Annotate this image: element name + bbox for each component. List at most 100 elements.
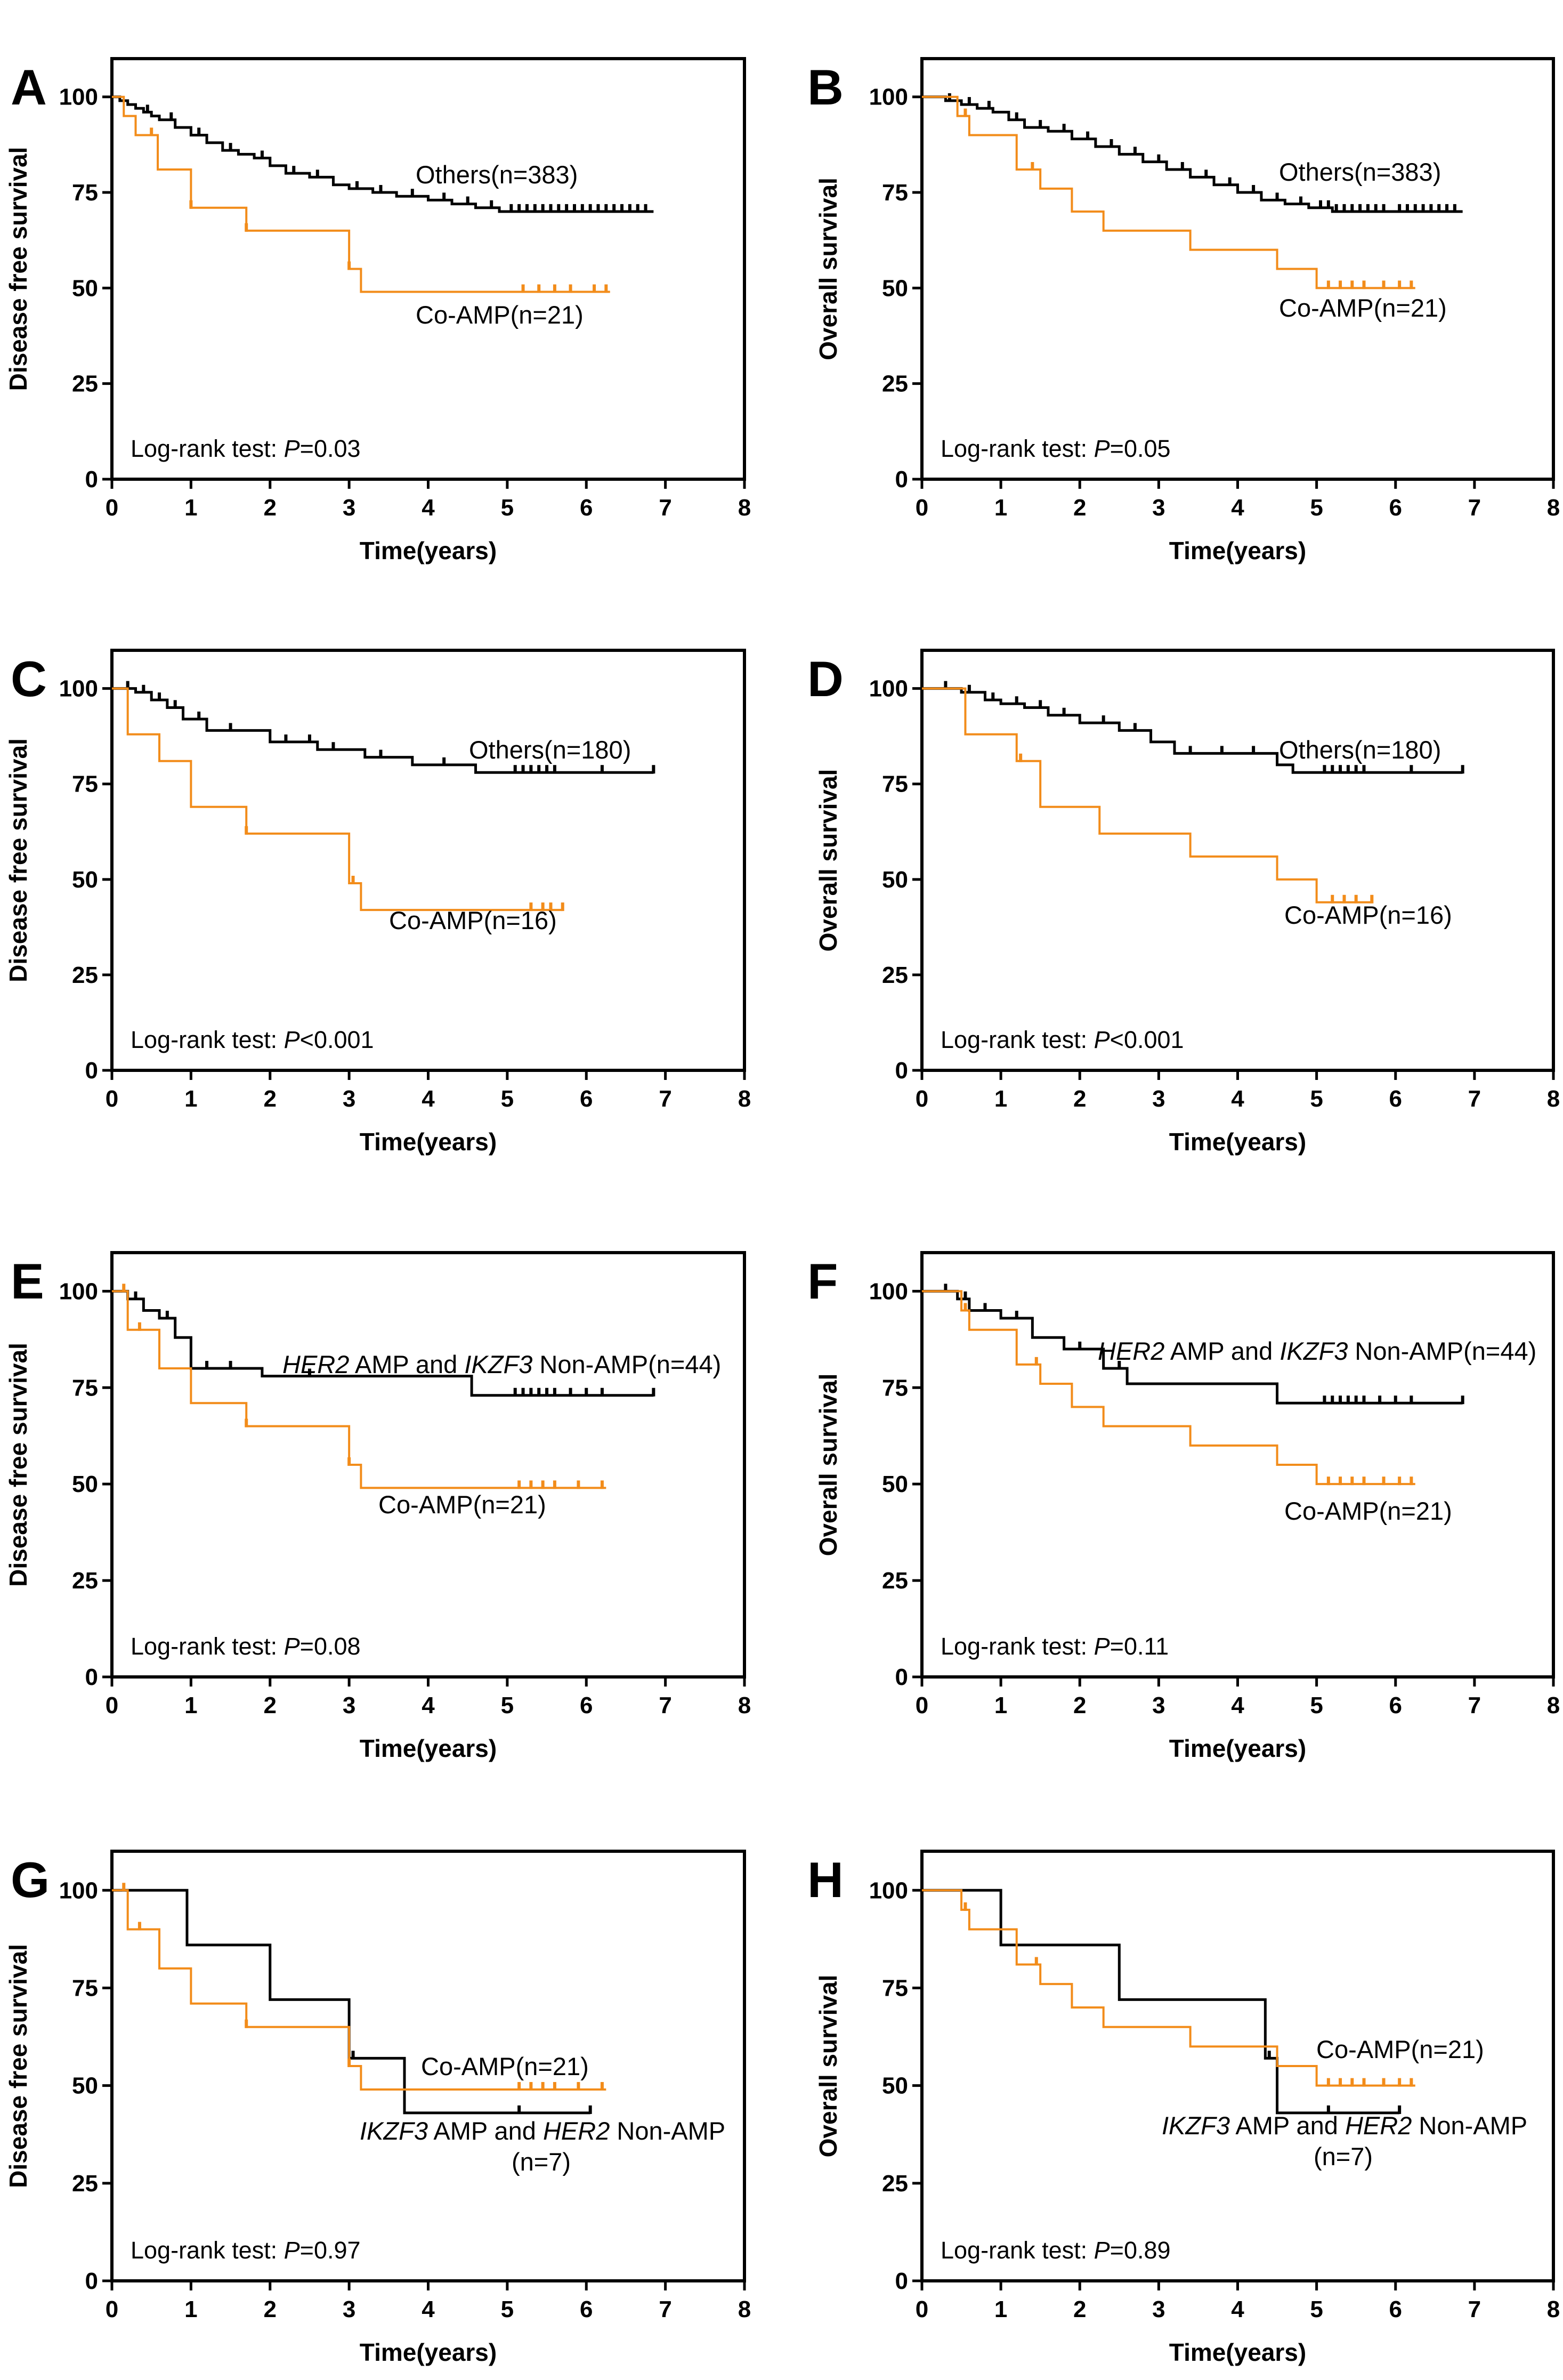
panel-letter-c: C	[11, 651, 47, 707]
x-tick-label-h-0: 0	[916, 2296, 928, 2322]
logrank-prefix-a: Log-rank test:	[131, 435, 284, 462]
y-tick-label-f-100: 100	[869, 1278, 908, 1304]
logrank-text-f: Log-rank test: P=0.11	[941, 1633, 1169, 1660]
x-tick-label-d-3: 3	[1152, 1086, 1165, 1112]
plot-frame-e	[110, 1251, 746, 1679]
km-curve-c-0	[112, 687, 654, 774]
x-tick-label-a-5: 5	[501, 495, 514, 521]
x-tick-label-a-6: 6	[580, 495, 593, 521]
y-tick-label-b-75: 75	[882, 180, 908, 206]
logrank-p-symbol-f: P	[1094, 1633, 1110, 1660]
logrank-prefix-f: Log-rank test:	[941, 1633, 1094, 1660]
x-tick-label-b-0: 0	[916, 495, 928, 521]
x-tick-label-g-3: 3	[343, 2296, 355, 2322]
x-axis-label-e: Time(years)	[360, 1734, 497, 1762]
logrank-prefix-c: Log-rank test:	[131, 1026, 284, 1053]
x-tick-label-g-0: 0	[106, 2296, 118, 2322]
x-tick-label-b-5: 5	[1310, 495, 1323, 521]
km-panel-d: D 0 1 2 3 4 5 6 7 8 0 25 50 75 100 Time(years) Overall s…	[807, 649, 1560, 1156]
series-label-h-0: IKZF3 AMP and HER2 Non-AMP	[1162, 2111, 1527, 2140]
logrank-p-value-c: <0.001	[300, 1026, 374, 1053]
series-label-g-0: IKZF3 AMP and HER2 Non-AMP	[360, 2117, 725, 2145]
y-tick-label-f-75: 75	[882, 1375, 908, 1401]
x-axis-label-f: Time(years)	[1169, 1734, 1306, 1762]
logrank-text-b: Log-rank test: P=0.05	[941, 435, 1171, 462]
y-tick-label-b-25: 25	[882, 371, 908, 397]
x-tick-label-b-8: 8	[1547, 495, 1560, 521]
km-panel-h: H 0 1 2 3 4 5 6 7 8 0 25 50 75 100 Time(years) Overall s…	[807, 1850, 1560, 2366]
x-tick-label-a-7: 7	[659, 495, 671, 521]
x-tick-label-f-0: 0	[916, 1692, 928, 1719]
x-tick-label-e-1: 1	[184, 1692, 197, 1719]
x-tick-label-g-6: 6	[580, 2296, 593, 2322]
km-panel-e: E 0 1 2 3 4 5 6 7 8 0 25 50 75 100 Time(years) Disease f…	[4, 1251, 751, 1762]
x-tick-label-d-6: 6	[1389, 1086, 1402, 1112]
y-tick-label-h-100: 100	[869, 1877, 908, 1903]
panel-letter-a: A	[11, 59, 47, 115]
series-label-g-1: Co-AMP(n=21)	[421, 2052, 589, 2080]
km-panel-a: A 0 1 2 3 4 5 6 7 8 0 25 50 75 100 Time(years) Disease f…	[4, 57, 751, 564]
x-tick-label-a-8: 8	[738, 495, 751, 521]
logrank-p-symbol-a: P	[284, 435, 300, 462]
x-tick-label-c-2: 2	[264, 1086, 277, 1112]
series-label-gene1-f: HER2	[1098, 1337, 1164, 1365]
y-tick-label-d-25: 25	[882, 962, 908, 988]
y-tick-label-a-75: 75	[72, 180, 98, 206]
y-tick-label-c-25: 25	[72, 962, 98, 988]
series-label-f-0: HER2 AMP and IKZF3 Non-AMP(n=44)	[1098, 1337, 1536, 1365]
x-axis-label-b: Time(years)	[1169, 537, 1306, 564]
x-tick-label-g-1: 1	[184, 2296, 197, 2322]
logrank-p-symbol-d: P	[1094, 1026, 1110, 1053]
series-label-a-1: Co-AMP(n=21)	[416, 301, 584, 329]
y-tick-label-c-100: 100	[59, 676, 98, 702]
km-curve-b-1	[922, 95, 1415, 289]
x-axis-label-g: Time(years)	[360, 2338, 497, 2366]
logrank-prefix-d: Log-rank test:	[941, 1026, 1094, 1053]
y-tick-label-g-0: 0	[85, 2268, 98, 2294]
panel-letter-g: G	[11, 1852, 50, 1908]
x-tick-label-c-7: 7	[659, 1086, 671, 1112]
x-tick-label-e-6: 6	[580, 1692, 593, 1719]
logrank-text-c: Log-rank test: P<0.001	[131, 1026, 374, 1053]
y-tick-label-e-0: 0	[85, 1664, 98, 1690]
x-tick-label-b-7: 7	[1468, 495, 1481, 521]
logrank-prefix-h: Log-rank test:	[941, 2237, 1094, 2264]
x-axis-label-h: Time(years)	[1169, 2338, 1306, 2366]
series-label-gene1-e: HER2	[282, 1350, 349, 1378]
series-label-h-1: Co-AMP(n=21)	[1316, 2035, 1484, 2063]
x-tick-label-f-8: 8	[1547, 1692, 1560, 1719]
logrank-p-symbol-g: P	[284, 2237, 300, 2264]
x-tick-label-g-5: 5	[501, 2296, 514, 2322]
y-tick-label-c-50: 50	[72, 867, 98, 893]
logrank-p-value-h: =0.89	[1110, 2237, 1171, 2264]
x-tick-label-b-6: 6	[1389, 495, 1402, 521]
x-tick-label-h-1: 1	[994, 2296, 1007, 2322]
x-tick-label-b-4: 4	[1231, 495, 1244, 521]
y-tick-label-g-100: 100	[59, 1877, 98, 1903]
x-tick-label-e-7: 7	[659, 1692, 671, 1719]
x-tick-label-c-1: 1	[184, 1086, 197, 1112]
y-tick-label-a-25: 25	[72, 371, 98, 397]
x-tick-label-f-4: 4	[1231, 1692, 1244, 1719]
y-axis-label-h: Overall survival	[814, 1975, 842, 2158]
y-tick-label-d-100: 100	[869, 676, 908, 702]
plot-frame-c	[110, 649, 746, 1072]
x-tick-label-c-4: 4	[422, 1086, 435, 1112]
logrank-p-value-f: =0.11	[1110, 1633, 1169, 1660]
y-tick-label-d-75: 75	[882, 771, 908, 797]
series-label-b-1: Co-AMP(n=21)	[1279, 294, 1447, 322]
logrank-p-value-b: =0.05	[1110, 435, 1171, 462]
y-tick-label-a-0: 0	[85, 466, 98, 493]
y-axis-label-e: Disease free survival	[4, 1343, 32, 1587]
logrank-p-symbol-c: P	[284, 1026, 300, 1053]
series-label-gene2-h: HER2	[1345, 2111, 1412, 2140]
x-tick-label-e-2: 2	[264, 1692, 277, 1719]
x-tick-label-f-6: 6	[1389, 1692, 1402, 1719]
km-curve-f-0	[922, 1289, 1463, 1405]
series-label-tail-e: Non-AMP(n=44)	[532, 1350, 721, 1378]
y-tick-label-a-100: 100	[59, 84, 98, 110]
plot-frame-h	[920, 1850, 1555, 2282]
km-panel-c: C 0 1 2 3 4 5 6 7 8 0 25 50 75 100 Time(years) Disease f…	[4, 649, 751, 1156]
x-tick-label-d-1: 1	[994, 1086, 1007, 1112]
